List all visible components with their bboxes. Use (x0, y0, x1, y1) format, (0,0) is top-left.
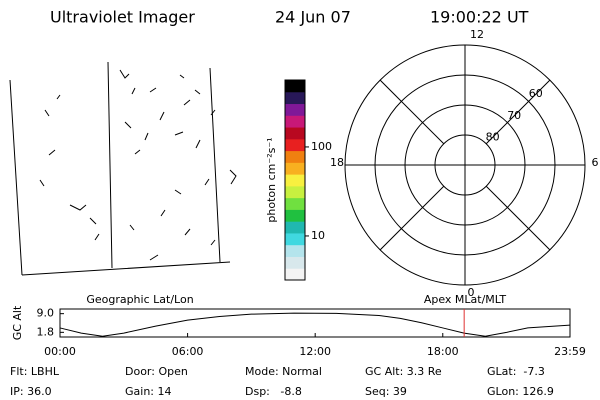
color-step (285, 150, 305, 163)
y-tick-label: 1.8 (37, 325, 55, 338)
altitude-plot: GC Alt 9.0 1.8 00:00 06:00 12:00 18:00 23:59 (11, 305, 586, 358)
time: 19:00:22 UT (430, 8, 529, 27)
map-label: Geographic Lat/Lon (86, 293, 193, 306)
map: Geographic Lat/Lon (9, 61, 237, 306)
status-field: GLon: 126.9 (487, 385, 554, 398)
status-field: Mode: Normal (245, 365, 322, 378)
colorbar-tick-label: 10 (311, 229, 325, 242)
spoke (485, 79, 551, 145)
mlt-label: 18 (330, 156, 344, 169)
spoke (379, 79, 445, 145)
lat-label: 70 (507, 109, 521, 122)
mlt-label: 6 (592, 156, 599, 169)
colorbar-frame (284, 79, 306, 281)
color-step (285, 138, 305, 152)
map-grid (9, 61, 231, 276)
color-step (285, 103, 305, 116)
altitude-line (59, 312, 571, 337)
status-field: IP: 36.0 (10, 385, 52, 398)
color-step (285, 162, 305, 175)
mlt-label: 0 (468, 286, 475, 299)
y-axis-label: GC Alt (11, 305, 24, 340)
color-step (285, 185, 305, 199)
status-field: Gain: 14 (125, 385, 172, 398)
footer: Flt: LBHL Door: Open Mode: Normal GC Alt: 3… (10, 365, 554, 398)
lat-ring (434, 134, 496, 196)
status-field: Seq: 39 (365, 385, 407, 398)
color-step (285, 244, 305, 257)
status-field: GC Alt: 3.3 Re (365, 365, 442, 378)
lat-ring (404, 104, 526, 226)
color-step (285, 209, 305, 222)
lat-ring (374, 74, 556, 256)
x-tick-label: 00:00 (44, 345, 76, 358)
x-tick-label: 06:00 (172, 345, 204, 358)
color-step (285, 221, 305, 234)
coastlines (39, 69, 237, 261)
status-field: Door: Open (125, 365, 188, 378)
y-tick-label: 9.0 (37, 307, 55, 320)
status-field: Dsp: -8.8 (245, 385, 302, 398)
spoke (485, 185, 551, 251)
color-step (285, 91, 305, 105)
color-step (285, 232, 305, 246)
colorbar: 10 100 photon cm⁻²s⁻¹ (265, 79, 332, 281)
lat-label: 80 (486, 130, 500, 143)
color-step (285, 174, 305, 187)
x-tick-label: 12:00 (299, 345, 331, 358)
color-step (285, 80, 305, 93)
status-field: GLat: -7.3 (487, 365, 545, 378)
x-tick-label: 23:59 (554, 345, 586, 358)
lat-label: 60 (529, 87, 543, 100)
colorbar-label: photon cm⁻²s⁻¹ (265, 137, 278, 222)
spoke (379, 185, 445, 251)
color-step (285, 268, 305, 281)
status-field: Flt: LBHL (10, 365, 60, 378)
color-step (285, 127, 305, 140)
color-step (285, 115, 305, 128)
polar-label: Apex MLat/MLT (424, 293, 507, 306)
mlt-label: 12 (470, 28, 484, 41)
x-tick-label: 18:00 (427, 345, 459, 358)
color-step (285, 197, 305, 210)
title: Ultraviolet Imager (50, 8, 195, 27)
colorbar-tick-label: 100 (311, 140, 332, 153)
color-step (285, 256, 305, 269)
date: 24 Jun 07 (275, 8, 351, 27)
